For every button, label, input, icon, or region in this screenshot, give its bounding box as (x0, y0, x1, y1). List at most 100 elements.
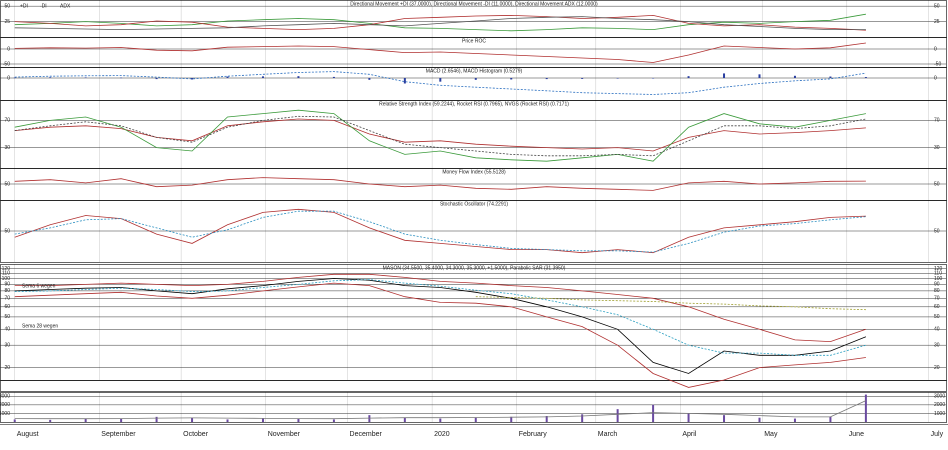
bar (864, 77, 867, 78)
y-tick-label: 50 (934, 3, 940, 9)
y-tick-label-left: 50 (4, 181, 10, 187)
bar (120, 419, 123, 422)
y-tick-label: 50 (934, 314, 940, 320)
y-tick-label-left: -50 (3, 61, 10, 67)
x-tick-label: October (183, 431, 209, 438)
bar (474, 78, 477, 80)
y-tick-label: 3000 (934, 394, 945, 400)
y-tick-label-left: 25 (4, 19, 10, 25)
panel-title: Money Flow Index (55.5128) (442, 169, 506, 175)
y-tick-label-left: 1000 (0, 411, 10, 417)
legend-label: -DI (40, 3, 47, 9)
bar (13, 77, 16, 79)
bar (581, 78, 584, 79)
y-tick-label: 40 (934, 327, 940, 333)
bar (84, 77, 87, 78)
bar (332, 419, 335, 422)
series-line (14, 71, 866, 95)
bar (49, 77, 52, 78)
empty-band (0, 380, 947, 392)
x-tick-label: April (682, 431, 696, 438)
y-tick-label: 70 (934, 296, 940, 302)
y-tick-label-left: 110 (2, 271, 10, 277)
y-tick-label-left: 70 (4, 296, 10, 302)
x-tick-label: June (849, 431, 864, 438)
bar (758, 74, 761, 78)
x-tick-label: November (268, 431, 301, 438)
y-tick-label-left: 50 (4, 228, 10, 234)
y-tick-label: 30 (934, 343, 940, 349)
y-tick-label-left: 20 (4, 365, 10, 371)
bar (332, 76, 335, 78)
legend-label: +DI (20, 3, 28, 9)
bar (545, 416, 548, 422)
legend-label: Sema 28 wegen (22, 323, 58, 329)
x-tick-label: September (101, 431, 136, 438)
bar (403, 78, 406, 84)
series-line (475, 296, 866, 311)
bar (261, 76, 264, 78)
y-tick-label: 50 (934, 181, 940, 187)
bar (297, 419, 300, 422)
bar (155, 416, 158, 422)
series-line (14, 14, 866, 31)
bar (49, 419, 52, 422)
bar (829, 416, 832, 422)
x-tick-label: August (17, 431, 39, 438)
panel-title: Directional Movement +DI (37.0000), Dire… (350, 1, 598, 7)
legend-label: Sema 6 wegen (22, 283, 56, 289)
bar (84, 418, 87, 422)
bar (864, 394, 867, 422)
bar (652, 78, 655, 79)
y-tick-label-left: 60 (4, 304, 10, 310)
bar (793, 75, 796, 78)
series-line (14, 109, 866, 162)
bar (403, 417, 406, 422)
bar (368, 78, 371, 80)
panel-frame (0, 392, 947, 423)
series-line (14, 273, 867, 343)
bar (297, 76, 300, 78)
bar (829, 76, 832, 78)
bar (510, 78, 513, 80)
bar (191, 78, 194, 80)
bar (261, 418, 264, 422)
y-tick-label-left: 3000 (0, 394, 10, 400)
y-tick-label-left: 30 (4, 145, 10, 151)
series-line (14, 13, 866, 32)
bar (226, 76, 229, 78)
series-line (14, 16, 866, 31)
y-tick-label: 90 (934, 282, 940, 288)
x-tick-label: December (350, 431, 383, 438)
series-line (14, 279, 867, 356)
y-tick-label-left: 0 (7, 75, 10, 81)
x-tick-label: February (519, 431, 548, 438)
panel-title: Relative Strength Index (59.2244), Rocke… (379, 101, 569, 107)
panel-title: MASON (34.5500, 35.4000, 34.3000, 35.300… (383, 265, 566, 271)
y-tick-label: 20 (934, 365, 940, 371)
panel-title: MACD (2.6546), MACD Histogram (0.5279) (426, 68, 523, 74)
bar (510, 416, 513, 422)
bar (723, 415, 726, 422)
y-tick-label: 30 (934, 145, 940, 151)
y-tick-label-left: 100 (2, 276, 11, 282)
y-tick-label: 0 (934, 46, 937, 52)
panel-title: Stochastic Oscillator (74.2291) (440, 201, 508, 207)
bar (581, 414, 584, 422)
bar (616, 409, 619, 422)
bar (545, 78, 548, 80)
bar (687, 413, 690, 422)
y-tick-label: 60 (934, 304, 940, 310)
y-tick-label: 2000 (934, 402, 945, 408)
y-tick-label-left: 70 (4, 118, 10, 124)
bar (368, 415, 371, 422)
series-line (14, 115, 866, 157)
bar (13, 419, 16, 422)
panel-frame (0, 264, 947, 381)
series-line (14, 278, 867, 374)
y-tick-label-left: 80 (4, 288, 10, 294)
series-line (14, 400, 867, 420)
bar (652, 404, 655, 422)
series-line (14, 210, 866, 253)
